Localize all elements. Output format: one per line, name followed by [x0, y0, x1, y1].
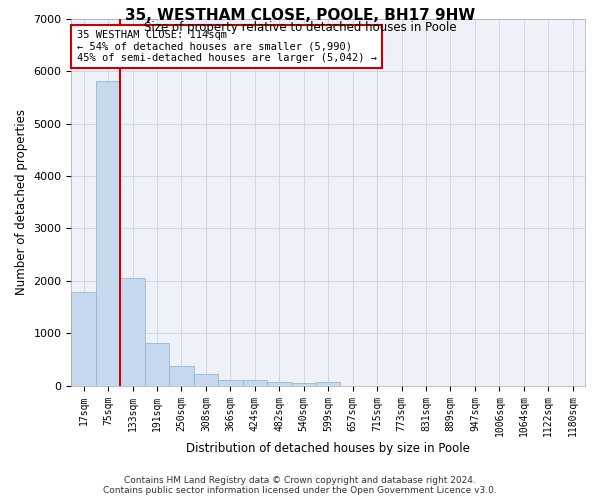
Bar — [194, 374, 218, 386]
Bar — [242, 380, 267, 386]
Y-axis label: Number of detached properties: Number of detached properties — [15, 110, 28, 296]
Bar — [71, 292, 96, 386]
Bar — [96, 82, 121, 386]
Text: 35, WESTHAM CLOSE, POOLE, BH17 9HW: 35, WESTHAM CLOSE, POOLE, BH17 9HW — [125, 8, 475, 22]
X-axis label: Distribution of detached houses by size in Poole: Distribution of detached houses by size … — [186, 442, 470, 455]
Bar — [267, 382, 292, 386]
Bar — [169, 366, 194, 386]
Text: Contains HM Land Registry data © Crown copyright and database right 2024.
Contai: Contains HM Land Registry data © Crown c… — [103, 476, 497, 495]
Text: 35 WESTHAM CLOSE: 114sqm
← 54% of detached houses are smaller (5,990)
45% of sem: 35 WESTHAM CLOSE: 114sqm ← 54% of detach… — [77, 30, 377, 63]
Bar — [316, 382, 340, 386]
Bar — [121, 278, 145, 386]
Bar — [145, 342, 169, 386]
Bar — [218, 380, 242, 386]
Bar — [292, 382, 316, 386]
Text: Size of property relative to detached houses in Poole: Size of property relative to detached ho… — [143, 21, 457, 34]
